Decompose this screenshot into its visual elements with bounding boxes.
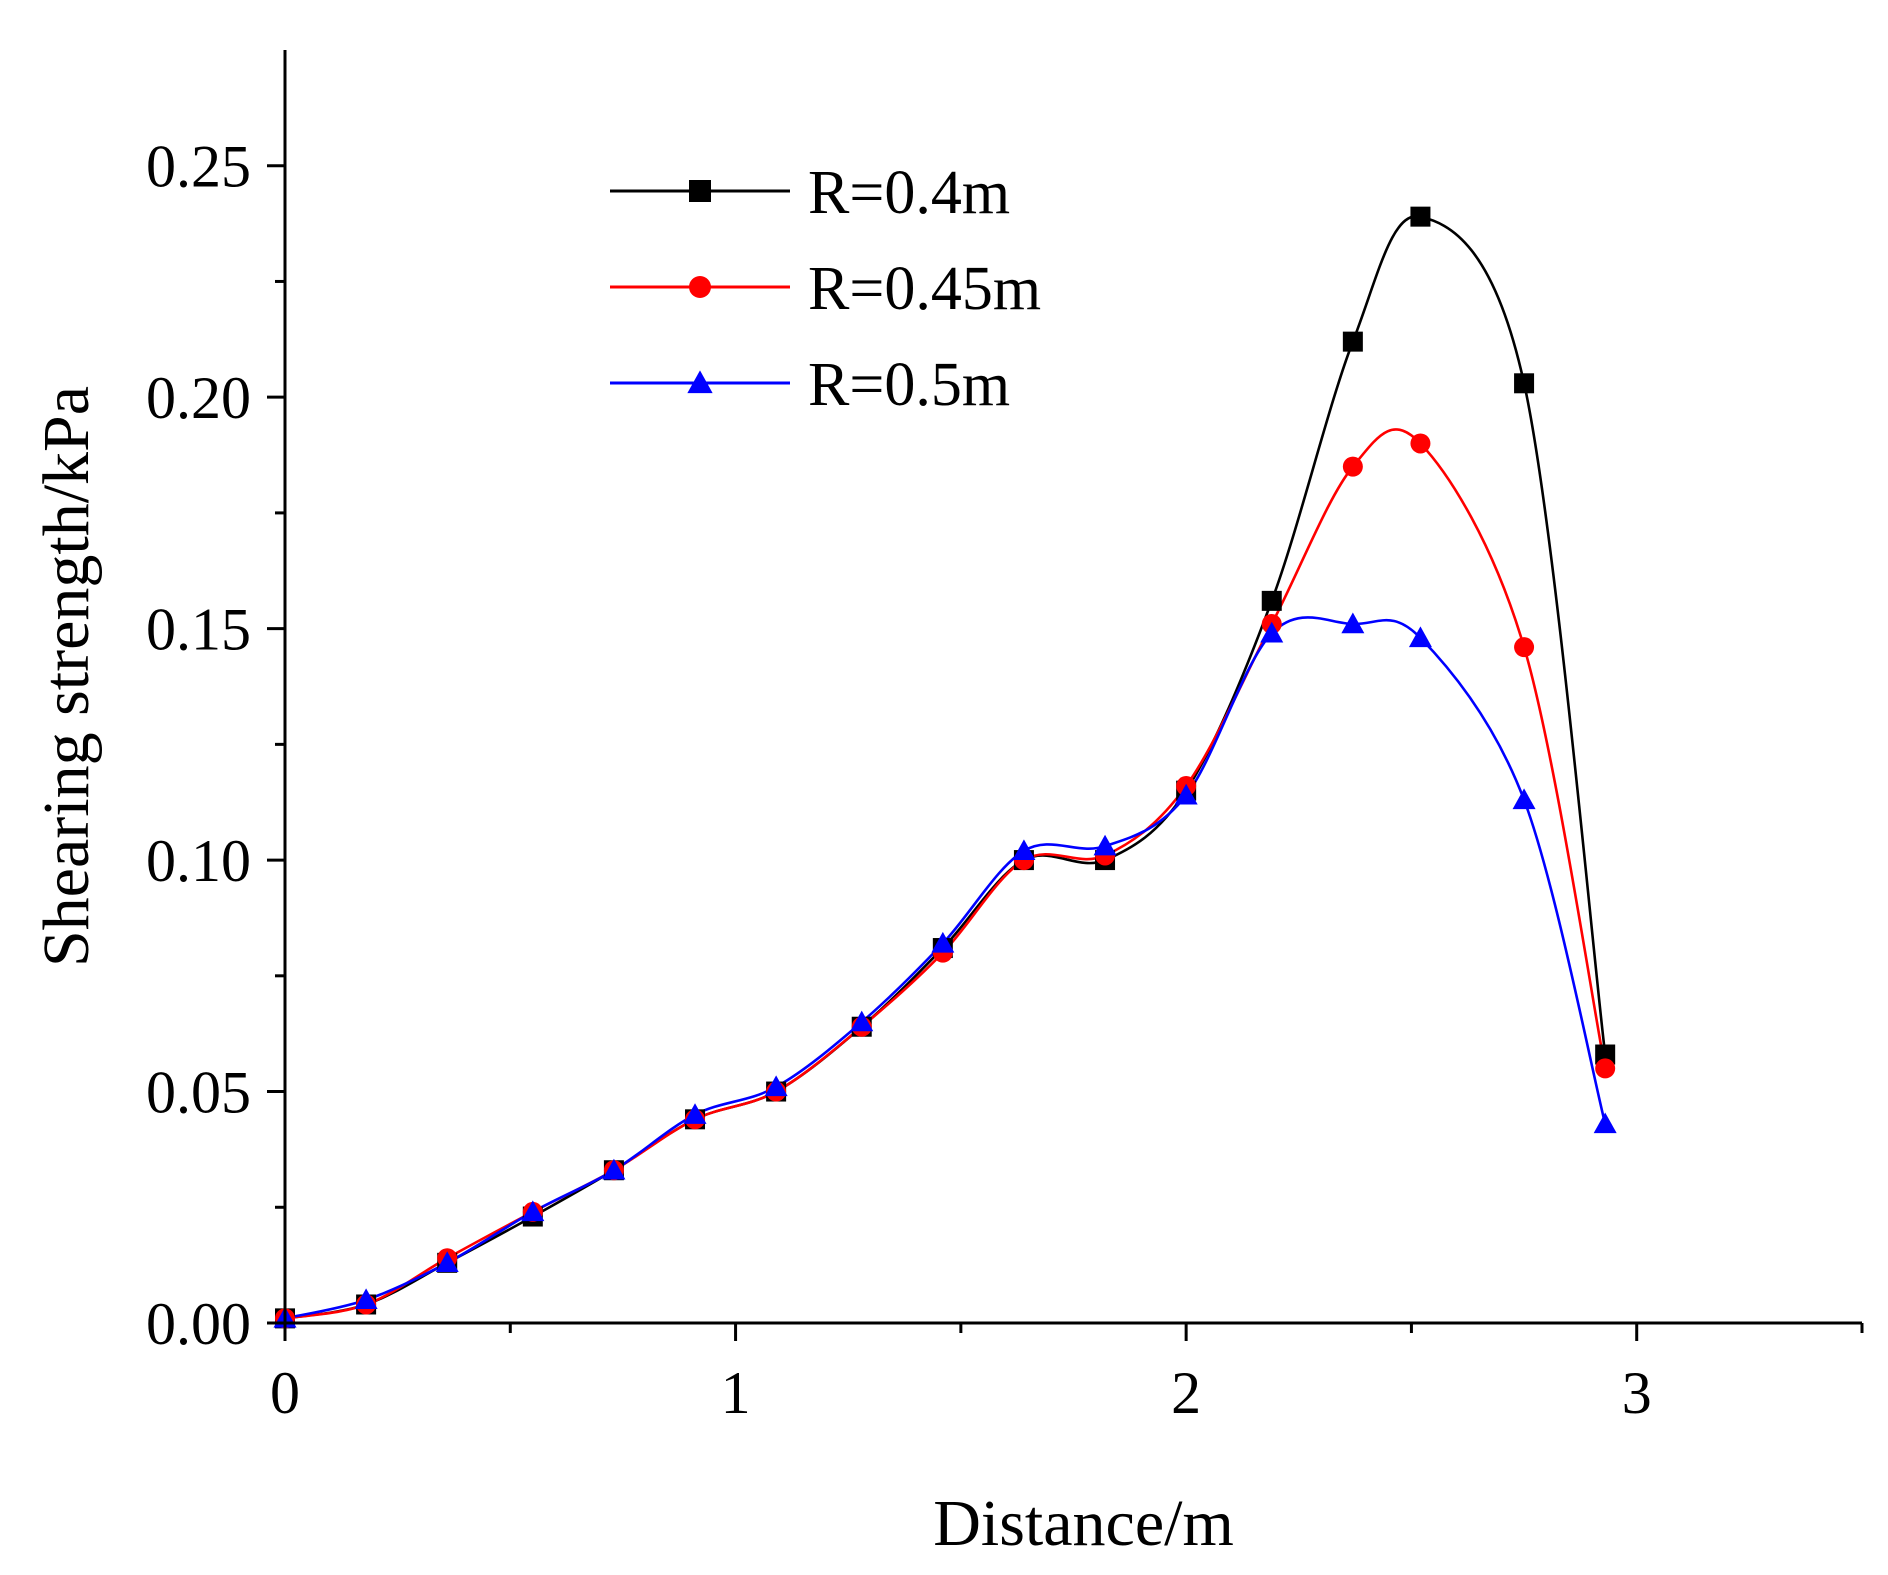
- series-line-r-0-5m: [284, 616, 1607, 1320]
- data-point-r-0-5m: [354, 1288, 378, 1310]
- data-point-r-0-4m: [1410, 206, 1431, 227]
- data-point-r-0-5m: [602, 1158, 626, 1180]
- data-point-r-0-4m: [1514, 373, 1535, 394]
- data-point-r-0-5m: [1012, 839, 1036, 861]
- data-point-r-0-5m: [1593, 1112, 1617, 1134]
- data-point-r-0-4m: [1261, 590, 1282, 611]
- legend-marker: [689, 180, 711, 202]
- data-point-r-0-5m: [1260, 621, 1284, 643]
- data-point-r-0-45m: [1342, 456, 1363, 477]
- legend: R=0.4m R=0.45m R=0.5m: [610, 159, 1041, 419]
- series-line-r-0-4m: [284, 215, 1607, 1320]
- legend-marker: [687, 370, 713, 394]
- data-point-r-0-5m: [1512, 788, 1536, 810]
- data-point-r-0-45m: [1410, 433, 1431, 454]
- x-tick-label: 0: [270, 1360, 300, 1426]
- x-tick-label: 3: [1622, 1360, 1652, 1426]
- axes: [283, 50, 1862, 1325]
- data-point-r-0-45m: [1595, 1058, 1616, 1079]
- legend-marker-r-0-45m: [689, 276, 711, 298]
- x-axis-title: Distance/m: [933, 1487, 1234, 1560]
- y-tick-label: 0.05: [146, 1060, 251, 1126]
- legend-label-r-0-5m: R=0.5m: [808, 351, 1010, 419]
- data-point-r-0-45m: [1514, 637, 1535, 658]
- y-tick-label: 0.15: [146, 597, 251, 663]
- x-axis-ticks: 0 1 2 3: [270, 1323, 1864, 1426]
- y-axis-title: Shearing strength/kPa: [30, 386, 103, 967]
- data-point-r-0-5m: [521, 1200, 545, 1222]
- y-tick-label: 0.10: [146, 828, 251, 894]
- data-point-r-0-5m: [931, 931, 955, 953]
- data-point-r-0-5m: [1093, 834, 1117, 856]
- legend-marker: [689, 276, 711, 298]
- series-line-r-0-45m: [284, 428, 1607, 1320]
- y-tick-label: 0.00: [146, 1291, 251, 1357]
- data-point-r-0-4m: [1342, 331, 1363, 352]
- data-point-r-0-5m: [435, 1251, 459, 1273]
- data-point-r-0-5m: [1408, 626, 1432, 648]
- data-point-r-0-5m: [1341, 612, 1365, 634]
- y-tick-label: 0.25: [146, 134, 251, 200]
- data-point-r-0-5m: [683, 1103, 707, 1124]
- legend-label-r-0-45m: R=0.45m: [808, 255, 1041, 323]
- x-tick-label: 1: [721, 1360, 751, 1426]
- data-point-r-0-5m: [764, 1075, 788, 1097]
- legend-label-r-0-4m: R=0.4m: [808, 159, 1010, 227]
- y-axis-ticks: 0.00 0.05 0.10 0.15 0.20 0.25: [146, 134, 285, 1357]
- legend-marker-r-0-5m: [687, 370, 713, 394]
- data-point-r-0-4m: [1595, 1044, 1616, 1065]
- data-point-r-0-5m: [1174, 783, 1198, 805]
- x-tick-label: 2: [1171, 1360, 1201, 1426]
- y-tick-label: 0.20: [146, 365, 251, 431]
- legend-marker-r-0-4m: [689, 180, 711, 202]
- data-point-r-0-5m: [850, 1010, 874, 1032]
